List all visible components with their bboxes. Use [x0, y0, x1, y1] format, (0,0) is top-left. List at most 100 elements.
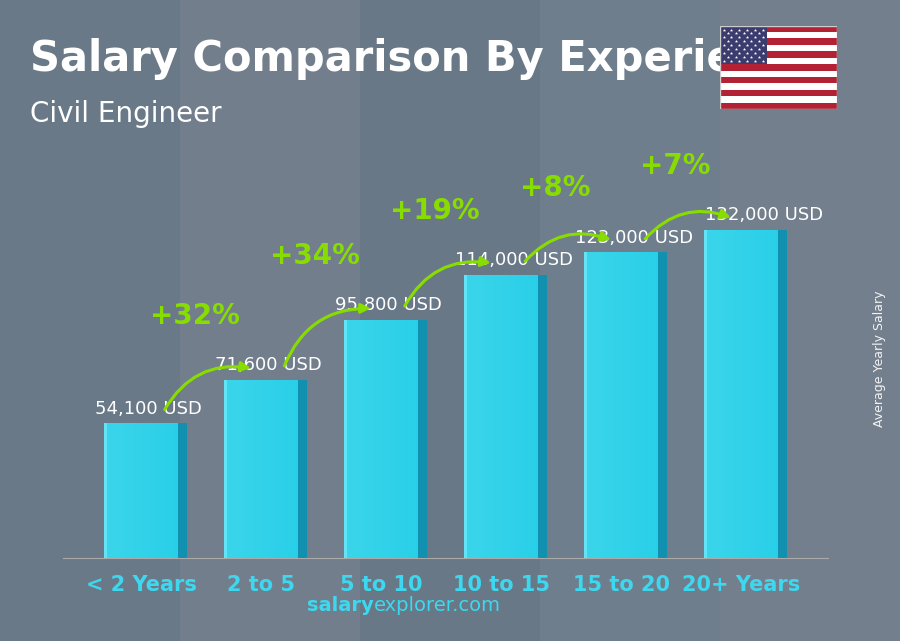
Bar	[105, 424, 107, 558]
Bar	[233, 380, 235, 558]
Bar	[658, 253, 667, 558]
Bar	[514, 275, 516, 558]
Bar	[401, 320, 403, 558]
Bar	[256, 380, 257, 558]
Bar	[745, 230, 747, 558]
Bar	[598, 253, 600, 558]
Bar	[704, 230, 706, 558]
Bar	[266, 380, 268, 558]
Bar	[274, 380, 276, 558]
Bar	[296, 380, 298, 558]
Text: salary: salary	[307, 596, 374, 615]
Text: Civil Engineer: Civil Engineer	[30, 100, 221, 128]
Bar	[152, 424, 154, 558]
Bar	[630, 253, 632, 558]
Bar	[117, 424, 119, 558]
Bar	[512, 275, 514, 558]
Bar	[726, 230, 728, 558]
Bar	[259, 380, 261, 558]
Bar	[289, 380, 291, 558]
Bar	[344, 320, 346, 558]
Bar	[158, 424, 159, 558]
Bar	[649, 253, 651, 558]
Bar	[150, 424, 152, 558]
Bar	[584, 253, 586, 558]
Bar	[536, 275, 538, 558]
Bar	[491, 275, 493, 558]
Bar	[713, 230, 715, 558]
Bar	[392, 320, 394, 558]
Bar	[242, 380, 244, 558]
Text: 132,000 USD: 132,000 USD	[705, 206, 824, 224]
Bar	[720, 26, 767, 64]
Bar	[644, 253, 645, 558]
Bar	[294, 380, 296, 558]
Bar	[124, 424, 126, 558]
Bar	[519, 275, 521, 558]
Bar	[237, 380, 239, 558]
Bar	[531, 275, 533, 558]
Bar	[104, 424, 107, 558]
Bar	[171, 424, 173, 558]
Bar	[540, 0, 720, 641]
Bar	[387, 320, 389, 558]
Bar	[375, 320, 377, 558]
Bar	[252, 380, 254, 558]
Bar	[126, 424, 128, 558]
Bar	[353, 320, 355, 558]
Bar	[704, 230, 707, 558]
Bar	[468, 275, 470, 558]
Bar	[707, 230, 709, 558]
Bar	[623, 253, 625, 558]
Bar	[503, 275, 505, 558]
Text: +8%: +8%	[520, 174, 590, 203]
Bar	[652, 253, 654, 558]
Bar	[717, 230, 719, 558]
Text: 15 to 20: 15 to 20	[572, 575, 670, 595]
Bar	[163, 424, 166, 558]
Bar	[516, 275, 517, 558]
Bar	[400, 320, 401, 558]
Bar	[268, 380, 270, 558]
Bar	[417, 320, 419, 558]
Bar	[145, 424, 147, 558]
Bar	[176, 424, 178, 558]
Bar	[138, 424, 140, 558]
Text: 123,000 USD: 123,000 USD	[575, 229, 694, 247]
Bar	[621, 253, 623, 558]
Bar	[720, 38, 837, 45]
Bar	[169, 424, 171, 558]
Bar	[732, 230, 733, 558]
Bar	[418, 320, 427, 558]
Bar	[638, 253, 640, 558]
Bar	[720, 96, 837, 103]
Bar	[391, 320, 392, 558]
Bar	[711, 230, 713, 558]
Bar	[115, 424, 117, 558]
Bar	[524, 275, 526, 558]
Bar	[361, 320, 363, 558]
Bar	[486, 275, 488, 558]
Text: 95,800 USD: 95,800 USD	[336, 296, 442, 314]
Bar	[720, 83, 837, 90]
Bar	[612, 253, 614, 558]
Bar	[470, 275, 472, 558]
Bar	[230, 380, 231, 558]
Bar	[477, 275, 479, 558]
Text: +32%: +32%	[150, 302, 240, 330]
Bar	[538, 275, 547, 558]
Bar	[595, 253, 597, 558]
Bar	[355, 320, 356, 558]
Bar	[130, 424, 131, 558]
Bar	[597, 253, 598, 558]
Bar	[752, 230, 754, 558]
Bar	[706, 230, 707, 558]
Bar	[464, 275, 465, 558]
Bar	[518, 275, 519, 558]
Bar	[407, 320, 409, 558]
Bar	[263, 380, 265, 558]
Bar	[128, 424, 130, 558]
Bar	[500, 275, 501, 558]
Bar	[720, 45, 837, 51]
Bar	[773, 230, 775, 558]
